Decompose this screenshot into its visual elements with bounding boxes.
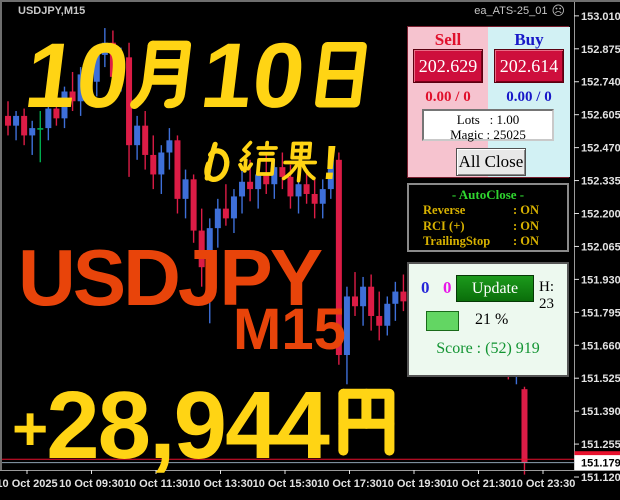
svg-text:152.200: 152.200 <box>581 209 620 221</box>
ea-title: ea_ATS-25_01 ☹ <box>474 4 565 17</box>
autoclose-row-label: Reverse <box>423 203 466 217</box>
svg-text:10 Oct 2025: 10 Oct 2025 <box>0 478 58 490</box>
svg-text:151.179: 151.179 <box>581 458 620 470</box>
sell-button[interactable]: 202.629 <box>413 49 483 83</box>
update-button[interactable]: Update <box>456 275 534 302</box>
buy-button[interactable]: 202.614 <box>494 49 564 83</box>
autotrade-sad-face-icon: ☹ <box>551 3 565 18</box>
lots-line: Lots : 1.00 <box>456 112 520 127</box>
kanji-hi-icon <box>300 38 383 112</box>
svg-text:10 Oct 21:30: 10 Oct 21:30 <box>446 478 511 490</box>
headline-date-num1: 10 <box>19 25 135 127</box>
autoclose-row-value: : ON <box>513 234 540 248</box>
svg-text:151.390: 151.390 <box>581 406 620 418</box>
svg-text:10 Oct 17:30: 10 Oct 17:30 <box>317 478 382 490</box>
svg-text:152.740: 152.740 <box>581 77 620 89</box>
kanji-ka-icon <box>277 140 325 184</box>
kanji-tsuki-icon <box>124 38 207 112</box>
percent-label: 21 % <box>475 311 509 328</box>
magic-line: Magic : 25025 <box>450 127 526 142</box>
kanji-ketsu-icon <box>232 140 280 184</box>
buy-label: Buy <box>514 30 544 49</box>
svg-text:10 Oct 09:30: 10 Oct 09:30 <box>59 478 124 490</box>
sell-stats: 0.00 / 0 <box>425 89 471 105</box>
autoclose-row-label: TrailingStop <box>423 234 491 248</box>
autoclose-row: Reverse : ON <box>423 203 559 219</box>
profit-amount: 28,944 <box>46 372 330 479</box>
headline-result: ! <box>188 136 341 191</box>
svg-text:151.255: 151.255 <box>581 439 620 451</box>
all-close-button[interactable]: All Close <box>456 148 526 176</box>
svg-text:10 Oct 15:30: 10 Oct 15:30 <box>253 478 318 490</box>
kana-no-icon <box>188 140 236 184</box>
chart-symbol-label: USDJPY,M15 <box>18 5 86 17</box>
autoclose-row-label: RCI (+) <box>423 218 465 233</box>
headline-date-num2: 10 <box>195 25 311 127</box>
autoclose-panel: - AutoClose - Reverse : ON RCI (+) : ON … <box>407 183 569 252</box>
svg-text:151.795: 151.795 <box>581 307 620 319</box>
svg-text:152.335: 152.335 <box>581 176 620 188</box>
autoclose-row-value: : ON <box>513 203 540 217</box>
kanji-en-icon <box>328 383 405 460</box>
svg-text:152.875: 152.875 <box>581 44 620 56</box>
autoclose-row-value: : ON <box>513 218 540 233</box>
lots-magic-box: Lots : 1.00 Magic : 25025 <box>422 109 554 142</box>
svg-text:152.605: 152.605 <box>581 110 620 122</box>
ea-name-label: ea_ATS-25_01 <box>474 4 548 17</box>
profit-plus-sign: + <box>12 395 48 464</box>
svg-text:152.065: 152.065 <box>581 241 620 253</box>
sell-label: Sell <box>434 30 462 49</box>
autoclose-row: RCI (+) : ON <box>423 219 559 235</box>
h-counter: H: 23 <box>539 279 554 312</box>
score-panel: 0 0 Update H: 23 21 % Score : (52) 919 <box>407 262 569 377</box>
svg-text:151.525: 151.525 <box>581 373 620 385</box>
overlay-profit: +28,944 <box>12 371 405 481</box>
svg-text:151.120: 151.120 <box>581 472 620 484</box>
overlay-timeframe: M15 <box>233 297 346 362</box>
svg-text:152.470: 152.470 <box>581 143 620 155</box>
svg-text:10 Oct 23:30: 10 Oct 23:30 <box>511 478 576 490</box>
svg-text:151.660: 151.660 <box>581 340 620 352</box>
score-text: Score : (52) 919 <box>436 340 540 357</box>
svg-text:10 Oct 13:30: 10 Oct 13:30 <box>188 478 253 490</box>
progress-box <box>426 311 459 331</box>
headline-date: 10 10 <box>19 25 384 127</box>
svg-text:10 Oct 11:30: 10 Oct 11:30 <box>124 478 188 490</box>
autoclose-row: TrailingStop : ON <box>423 234 559 250</box>
autoclose-title: - AutoClose - <box>451 187 525 202</box>
trade-panel: Sell Buy 202.629 202.614 0.00 / 0 0.00 /… <box>407 26 570 178</box>
count-magenta: 0 <box>443 278 452 297</box>
buy-stats: 0.00 / 0 <box>506 89 552 105</box>
overlay-symbol: USDJPY <box>18 233 323 322</box>
svg-text:10 Oct 19:30: 10 Oct 19:30 <box>382 478 447 490</box>
count-blue: 0 <box>421 278 430 297</box>
autoclose-rows: Reverse : ON RCI (+) : ON TrailingStop :… <box>409 203 567 250</box>
svg-text:151.930: 151.930 <box>581 274 620 286</box>
svg-text:153.010: 153.010 <box>581 11 620 23</box>
